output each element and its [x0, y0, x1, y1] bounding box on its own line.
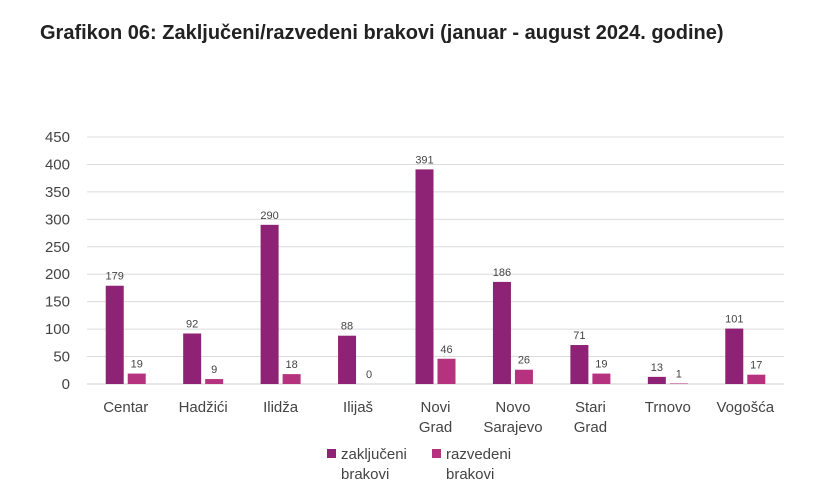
- data-label: 88: [341, 321, 353, 333]
- bar-razvedeni: [282, 374, 301, 384]
- bar-razvedeni: [747, 374, 766, 384]
- y-tick-label: 0: [62, 376, 70, 393]
- gridlines: [87, 136, 784, 385]
- bar-zakljuceni: [570, 345, 589, 384]
- bar-razvedeni: [437, 358, 456, 384]
- data-label: 101: [725, 314, 743, 326]
- bar-razvedeni: [592, 373, 611, 384]
- x-tick-label: Novo: [495, 399, 530, 416]
- data-label: 46: [440, 344, 452, 356]
- legend-label: razvedeni: [446, 446, 511, 463]
- legend-swatch: [432, 449, 441, 458]
- y-tick-label: 150: [45, 294, 70, 311]
- y-tick-label: 400: [45, 156, 70, 173]
- data-label: 19: [595, 359, 607, 371]
- data-label: 18: [285, 359, 297, 371]
- x-tick-label: Grad: [419, 419, 452, 436]
- x-tick-label: Ilidža: [263, 399, 299, 416]
- x-tick-label: Novi: [420, 399, 450, 416]
- bar-razvedeni: [127, 373, 146, 384]
- legend-label: zaključeni: [341, 446, 407, 463]
- data-label: 391: [415, 154, 433, 166]
- data-label: 71: [573, 330, 585, 342]
- y-axis-ticks: 0 50 100 150 200 250 300 350 400 450: [45, 129, 70, 393]
- legend: zaključeni brakovi razvedeni brakovi: [327, 446, 511, 483]
- x-tick-label: Sarajevo: [483, 419, 542, 436]
- data-label: 9: [211, 364, 217, 376]
- x-tick-label: Stari: [575, 399, 606, 416]
- bar-zakljuceni: [647, 376, 666, 384]
- data-label: 19: [131, 359, 143, 371]
- data-label: 26: [518, 355, 530, 367]
- x-tick-label: Vogošća: [717, 399, 775, 416]
- bar-zakljuceni: [492, 281, 511, 384]
- bar-zakljuceni: [105, 285, 124, 384]
- bar-zakljuceni: [338, 335, 357, 384]
- y-tick-label: 50: [53, 349, 70, 366]
- data-label: 290: [260, 210, 278, 222]
- data-label: 92: [186, 319, 198, 331]
- data-label: 1: [676, 368, 682, 380]
- x-tick-label: Grad: [574, 419, 607, 436]
- legend-label: brakovi: [341, 466, 389, 483]
- y-tick-label: 450: [45, 129, 70, 146]
- bar-zakljuceni: [725, 328, 744, 384]
- data-label: 0: [366, 369, 372, 381]
- data-label: 179: [106, 271, 124, 283]
- x-tick-label: Centar: [103, 399, 148, 416]
- bar-zakljuceni: [183, 333, 202, 384]
- bar-zakljuceni: [260, 224, 279, 384]
- legend-label: brakovi: [446, 466, 494, 483]
- x-tick-label: Hadžići: [179, 399, 228, 416]
- y-tick-label: 350: [45, 184, 70, 201]
- bar-razvedeni: [669, 383, 688, 384]
- bar-razvedeni: [514, 369, 533, 384]
- data-label: 13: [651, 362, 663, 374]
- bar-zakljuceni: [415, 169, 434, 384]
- chart-title: Grafikon 06: Zaključeni/razvedeni brakov…: [40, 22, 724, 44]
- bar-razvedeni: [205, 379, 224, 384]
- x-tick-label: Trnovo: [645, 399, 691, 416]
- bars: [105, 169, 766, 384]
- data-label: 186: [493, 267, 511, 279]
- y-tick-label: 300: [45, 211, 70, 228]
- data-labels: 179 19 92 9 290 18 88 0 391 46 186 26 71 19 13 1 101 17: [106, 154, 763, 381]
- x-axis-ticks: Centar Hadžići Ilidža Ilijaš Novi Grad Novo Sar…: [103, 399, 775, 436]
- data-label: 17: [750, 360, 762, 372]
- y-tick-label: 250: [45, 239, 70, 256]
- x-tick-label: Ilijaš: [343, 399, 373, 416]
- legend-swatch: [327, 449, 336, 458]
- y-tick-label: 100: [45, 321, 70, 338]
- y-tick-label: 200: [45, 266, 70, 283]
